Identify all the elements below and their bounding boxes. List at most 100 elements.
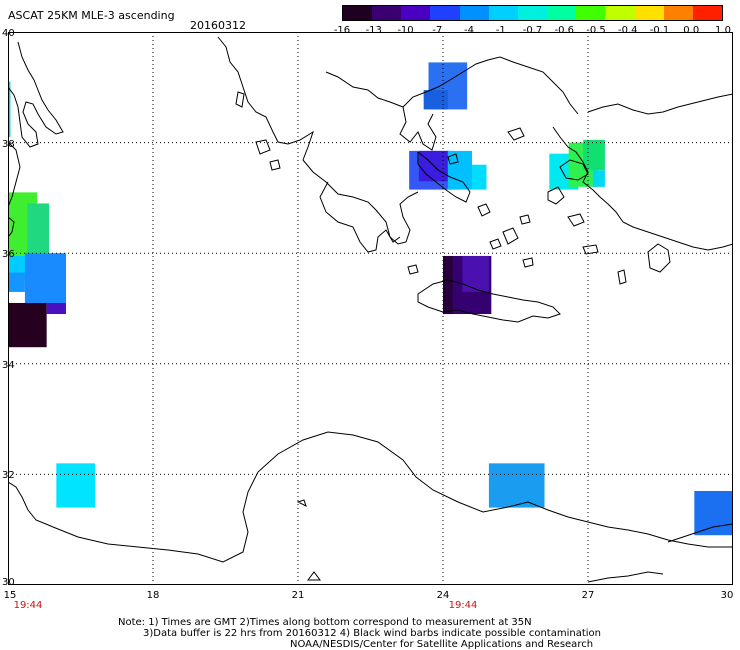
wind-swath-cell (423, 90, 448, 110)
island-rhodes (647, 243, 671, 273)
color-scale-label: -7 (432, 25, 443, 36)
coastline-layer (8, 36, 733, 583)
island-skiathos (447, 153, 459, 165)
color-scale-segment (605, 6, 635, 20)
color-scale-labels: -16 -13 -10 -7 -4 -1 -0.7 -0.6 -0.5 -0.4 -0.1 0.0 1.… (334, 25, 734, 39)
coastline-aegean-north (325, 56, 579, 115)
map-date: 20160312 (190, 19, 246, 32)
coastline-egypt-delta (667, 523, 733, 543)
island-paros (489, 238, 502, 250)
color-scale-segment (663, 6, 693, 20)
coastline-peloponnese (319, 181, 401, 253)
color-scale-label: -0.5 (586, 25, 606, 36)
wind-swath-cell (27, 203, 50, 254)
color-scale-segment (343, 6, 373, 20)
latitude-label: 38 (2, 138, 15, 150)
latitude-label: 36 (2, 249, 15, 261)
coastline-greece-west (217, 36, 419, 245)
latitude-label: 34 (2, 359, 15, 371)
color-scale-segment (547, 6, 577, 20)
color-scale-label: -0.4 (617, 25, 638, 36)
footnote-line-2: 3)Data buffer is 22 hrs from 20160312 4)… (143, 628, 601, 639)
coastline-euboea (417, 151, 471, 203)
color-scale-segment (634, 6, 664, 20)
longitude-label: 15 (3, 590, 17, 601)
island-kefalonia (255, 139, 271, 155)
island-andros (477, 203, 491, 217)
color-scale-label: 0.0 (683, 25, 700, 36)
island-corfu (235, 91, 245, 108)
footnote-line-3: NOAA/NESDIS/Center for Satellite Applica… (290, 639, 594, 650)
coastline-sicily (8, 216, 15, 238)
color-scale-label: -0.6 (554, 25, 575, 36)
latitude-label: 30 (2, 577, 15, 588)
island-crete (417, 279, 561, 323)
coastline-calabria (8, 141, 21, 208)
wind-swath-cell (592, 170, 605, 187)
wind-swath-cell (24, 253, 67, 303)
wind-swath-cell (694, 490, 733, 536)
color-scale-segment (692, 6, 723, 20)
color-scale-label: -13 (365, 25, 382, 36)
color-scale-segment (401, 6, 431, 20)
longitude-label: 21 (291, 590, 305, 601)
coastline-chalkidiki (399, 106, 437, 151)
wind-swath-cell (583, 139, 605, 171)
coast-offshore-bits (296, 499, 664, 583)
lat-lon-grid (8, 32, 733, 585)
latitude-label: 32 (2, 470, 15, 482)
wind-swath-cell (8, 81, 11, 138)
island-lemnos (507, 127, 525, 141)
wind-swath-cell (472, 164, 487, 190)
longitude-label: 30 (720, 590, 734, 601)
coastline-libya (52, 431, 733, 563)
longitude-label: 24 (436, 590, 450, 601)
color-scale-segment (430, 6, 460, 20)
island-chios (547, 186, 565, 205)
footnote-line-1: Note: 1) Times are GMT 2)Times along bot… (118, 617, 532, 628)
time-label: 19:44 (448, 600, 478, 611)
island-samos (567, 213, 585, 227)
wind-swath-cell (447, 150, 472, 190)
island-karpathos (617, 269, 627, 285)
island-zakynthos (269, 159, 281, 171)
map-title: ASCAT 25KM MLE-3 ascending (8, 9, 175, 22)
wind-swath-cell (443, 255, 453, 315)
color-scale-segment (459, 6, 489, 20)
wind-swath-cell (488, 463, 545, 508)
color-scale-segment (517, 6, 548, 20)
coastline-turkey-west (552, 126, 733, 251)
color-scale-label: -0.1 (649, 25, 670, 36)
color-scale-segment (372, 6, 402, 20)
island-mykonos (519, 214, 531, 225)
color-scale-label: -10 (397, 25, 414, 36)
color-scale-segment (576, 6, 606, 20)
color-scale-segment (488, 6, 518, 20)
island-kos (582, 244, 599, 255)
latitude-label: 40 (2, 28, 15, 39)
color-scale-bar (342, 5, 723, 21)
wind-swath-cell (46, 302, 66, 315)
island-naxos (502, 227, 519, 245)
island-lesbos (559, 159, 589, 181)
coastline-turkey-north (587, 93, 733, 115)
color-scale-label: -16 (333, 25, 351, 36)
island-kythira (407, 264, 419, 275)
coastline-italy (8, 41, 64, 148)
color-scale-label: -0.7 (522, 25, 543, 36)
island-santorini (522, 257, 534, 268)
coastline-tunisia (8, 481, 54, 528)
longitude-label: 18 (146, 590, 160, 601)
map-frame (8, 32, 733, 585)
wind-swath-cell (462, 255, 489, 292)
time-label: 19:44 (13, 600, 43, 611)
wind-swath-cell (8, 272, 25, 292)
wind-swath-cell (8, 302, 47, 348)
color-scale-label: 1.0 (715, 25, 731, 36)
swath-layer (8, 62, 733, 536)
color-scale-label: -4 (464, 25, 474, 36)
color-scale-label: -1 (495, 25, 506, 36)
longitude-label: 27 (581, 590, 595, 601)
wind-swath-cell (56, 463, 95, 508)
wind-map (8, 32, 733, 585)
